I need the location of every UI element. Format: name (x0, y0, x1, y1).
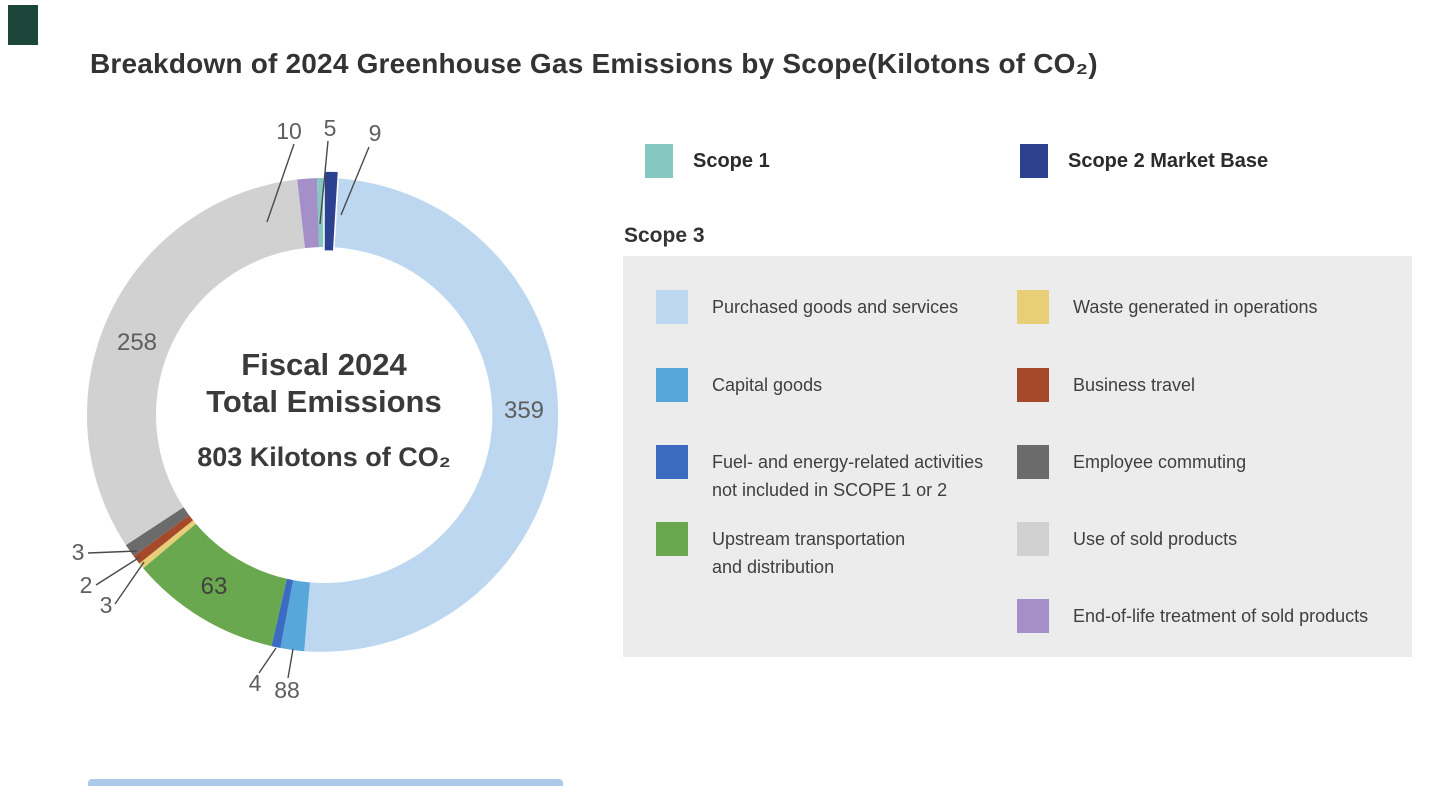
fuel-energy-swatch (656, 445, 688, 479)
slice-value-label: 88 (274, 677, 300, 703)
leader-line (258, 647, 277, 674)
scope3-heading: Scope 3 (624, 224, 705, 247)
slice-value-label: 9 (369, 120, 382, 146)
donut-slice (280, 580, 310, 652)
legend-item-label: Purchased goods and services (712, 297, 959, 317)
legend-item-fuel-energy: Fuel- and energy-related activities not … (656, 445, 983, 504)
use-of-sold-products-swatch (1017, 522, 1049, 556)
center-total: 803 Kilotons of CO₂ (197, 442, 451, 472)
end-of-life-swatch (1017, 599, 1049, 633)
slice-value-label: 3 (72, 539, 85, 565)
leader-line (287, 648, 294, 679)
leader-line (114, 561, 145, 605)
legend-item-label: Waste generated in operations (1073, 297, 1318, 317)
legend-item-waste-generated: Waste generated in operations (1017, 290, 1318, 324)
donut-center-label: Fiscal 2024 Total Emissions 803 Kilotons… (144, 346, 504, 473)
slice-value-label: 258 (117, 329, 157, 356)
legend-item-label: Upstream transportation and distribution (712, 529, 906, 577)
legend-scope1-row: Scope 1 (645, 144, 770, 178)
upstream-transportation-swatch (656, 522, 688, 556)
legend-item-purchased-goods: Purchased goods and services (656, 290, 958, 324)
leader-line (266, 143, 295, 223)
slice-value-label: 5 (324, 115, 337, 141)
slice-value-label: 63 (201, 573, 228, 600)
donut-slice (323, 170, 340, 253)
legend-item-label: Capital goods (712, 375, 823, 395)
legend-item-business-travel: Business travel (1017, 368, 1195, 402)
legend-item-label: Employee commuting (1073, 452, 1247, 472)
slice-value-label: 2 (80, 572, 93, 598)
slice-value-label: 4 (249, 670, 262, 696)
legend-item-label: End-of-life treatment of sold products (1073, 606, 1369, 626)
donut-slice (143, 523, 287, 647)
legend-item-label: Use of sold products (1073, 529, 1238, 549)
donut-slice (86, 179, 305, 546)
scope1-label: Scope 1 (693, 149, 770, 172)
legend-item-capital-goods: Capital goods (656, 368, 822, 402)
business-travel-swatch (1017, 368, 1049, 402)
leader-line (340, 146, 370, 216)
scope1-swatch (645, 144, 673, 178)
center-line-2: Total Emissions (206, 384, 442, 419)
donut-slice (271, 578, 294, 648)
leader-line (95, 556, 141, 586)
donut-slice (297, 178, 319, 249)
capital-goods-swatch (656, 368, 688, 402)
donut-slice (304, 178, 559, 652)
waste-generated-swatch (1017, 290, 1049, 324)
scope3-legend-box: Purchased goods and services Capital goo… (623, 256, 1412, 657)
legend-scope2-row: Scope 2 Market Base (1020, 144, 1268, 178)
slice-value-label: 359 (504, 397, 544, 424)
legend-item-end-of-life: End-of-life treatment of sold products (1017, 599, 1368, 633)
legend-item-employee-commuting: Employee commuting (1017, 445, 1246, 479)
corner-accent-block (8, 5, 38, 45)
legend-item-use-of-sold-products: Use of sold products (1017, 522, 1237, 556)
legend-item-label: Fuel- and energy-related activities not … (712, 452, 984, 500)
page-title: Breakdown of 2024 Greenhouse Gas Emissio… (90, 48, 1098, 79)
slice-value-label: 3 (100, 592, 113, 618)
donut-slice (133, 515, 194, 564)
slice-value-label: 10 (276, 118, 302, 144)
donut-slice (125, 507, 190, 557)
leader-line (319, 140, 329, 225)
scope2-swatch (1020, 144, 1048, 178)
center-line-1: Fiscal 2024 (241, 347, 407, 382)
legend-item-label: Business travel (1073, 375, 1196, 395)
legend-item-upstream-transportation: Upstream transportation and distribution (656, 522, 905, 581)
bottom-strip (88, 779, 563, 786)
leader-line (87, 550, 138, 554)
purchased-goods-swatch (656, 290, 688, 324)
scope2-label: Scope 2 Market Base (1068, 149, 1269, 172)
donut-slice (139, 520, 196, 569)
employee-commuting-swatch (1017, 445, 1049, 479)
